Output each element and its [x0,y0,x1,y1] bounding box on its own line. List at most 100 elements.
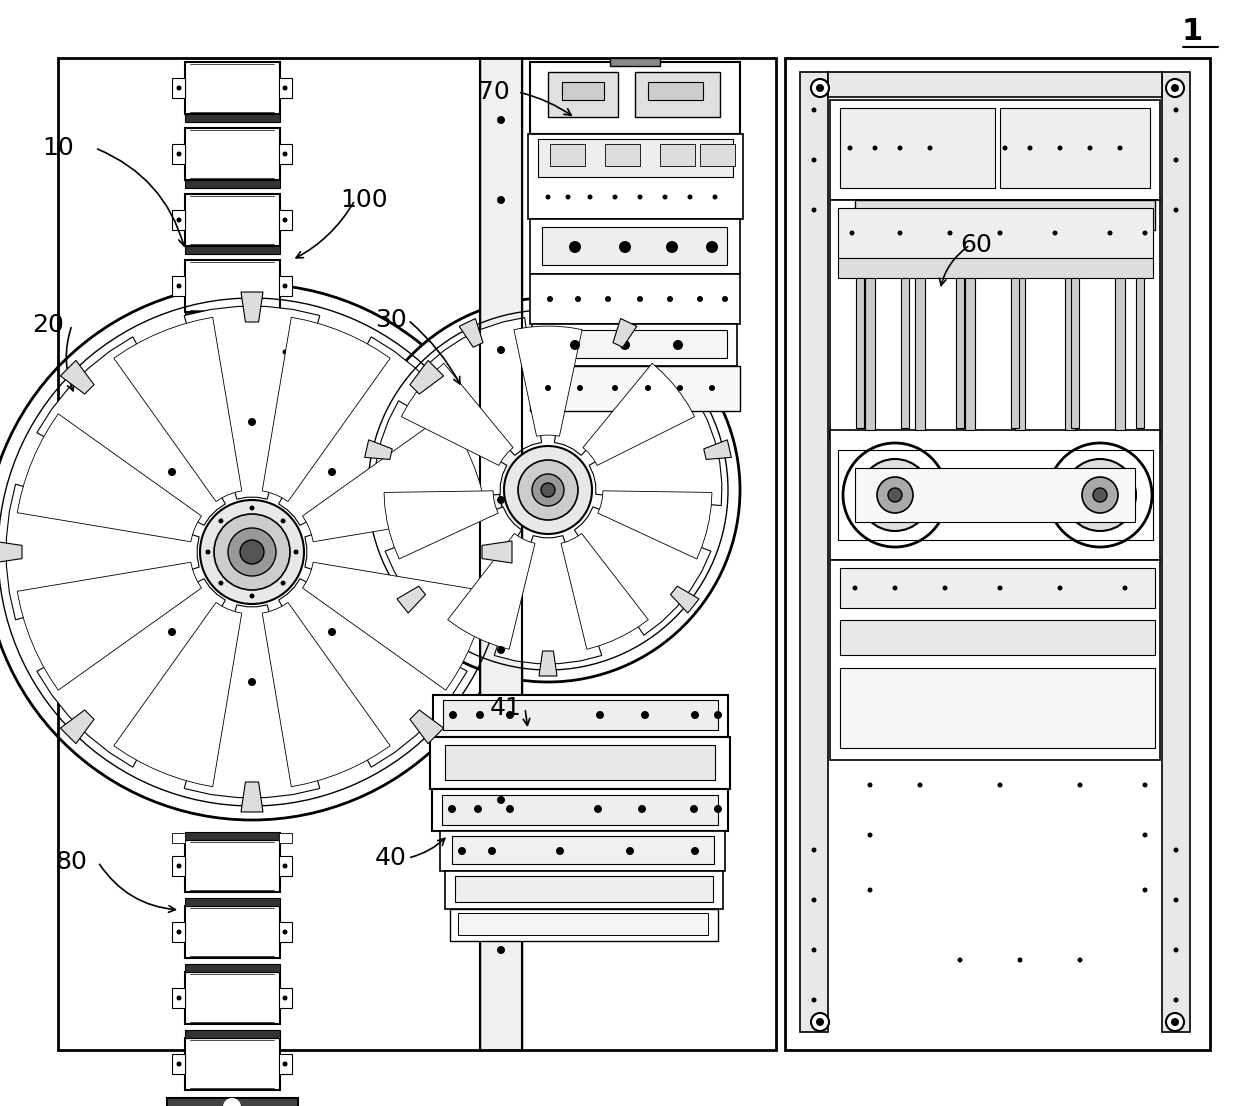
Bar [185,386,280,394]
Circle shape [248,418,255,426]
Circle shape [283,1062,288,1066]
Bar [432,789,728,831]
Circle shape [283,218,288,222]
Bar [838,208,1153,258]
Bar [443,700,718,730]
Bar [1162,72,1190,1032]
Circle shape [626,847,634,855]
Bar [562,82,604,100]
Circle shape [619,241,631,253]
Bar [529,366,740,411]
Bar [172,856,185,876]
Bar [185,906,280,958]
Circle shape [1173,208,1178,212]
Circle shape [1058,146,1063,150]
Circle shape [942,585,947,591]
Bar [279,856,291,876]
Bar [838,258,1153,278]
Circle shape [997,783,1002,787]
Bar [441,795,718,825]
Circle shape [476,711,484,719]
Circle shape [176,995,181,1001]
Circle shape [997,585,1002,591]
Circle shape [868,833,873,837]
Polygon shape [374,400,507,505]
Polygon shape [61,361,94,394]
Circle shape [497,946,505,954]
Bar [172,1054,185,1074]
Circle shape [206,550,211,554]
Bar [529,274,740,324]
Bar [185,1039,280,1091]
Bar [701,144,735,166]
Polygon shape [560,533,649,649]
Circle shape [811,208,816,212]
Text: 40: 40 [374,846,407,870]
Bar [185,114,280,122]
Circle shape [249,505,254,511]
Polygon shape [262,317,391,501]
Polygon shape [513,326,582,436]
Text: 30: 30 [374,307,407,332]
Circle shape [497,796,505,804]
Polygon shape [428,317,542,456]
Bar [279,342,291,362]
Text: 100: 100 [340,188,388,212]
Bar [542,330,727,358]
Circle shape [677,385,683,392]
Circle shape [532,474,564,507]
Circle shape [811,1013,830,1031]
Circle shape [667,296,673,302]
Circle shape [1092,488,1107,502]
Bar [548,72,618,117]
Polygon shape [37,578,226,768]
Circle shape [1173,948,1178,952]
Circle shape [218,581,223,585]
Circle shape [714,711,722,719]
Bar [185,62,280,114]
Circle shape [596,711,604,719]
Bar [185,1030,280,1039]
Bar [856,468,1135,522]
Bar [279,1054,291,1074]
Circle shape [1166,1013,1184,1031]
Circle shape [283,995,288,1001]
Bar [830,430,1159,560]
Polygon shape [598,491,712,559]
Circle shape [497,646,505,654]
Polygon shape [303,414,487,542]
Circle shape [639,805,646,813]
Circle shape [811,897,816,902]
Circle shape [1117,146,1122,150]
Bar [1115,230,1125,430]
Bar [172,833,185,843]
Circle shape [868,887,873,893]
Bar [538,139,733,177]
Bar [185,898,280,906]
Circle shape [176,218,181,222]
Circle shape [637,296,644,302]
Circle shape [1028,146,1033,150]
Bar [185,839,280,893]
Circle shape [849,230,854,236]
Circle shape [577,385,583,392]
Bar [172,342,185,362]
Circle shape [645,385,651,392]
Circle shape [503,446,591,534]
Bar [185,260,280,312]
Bar [838,450,1153,540]
Bar [856,278,864,428]
Circle shape [687,195,692,199]
Polygon shape [539,651,557,676]
Circle shape [997,230,1002,236]
Bar [480,58,522,1050]
Circle shape [811,948,816,952]
Bar [172,922,185,942]
Circle shape [1122,585,1127,591]
Polygon shape [17,414,202,542]
Circle shape [918,783,923,787]
Circle shape [541,483,556,497]
Circle shape [697,296,703,302]
Circle shape [506,711,515,719]
Circle shape [294,550,299,554]
